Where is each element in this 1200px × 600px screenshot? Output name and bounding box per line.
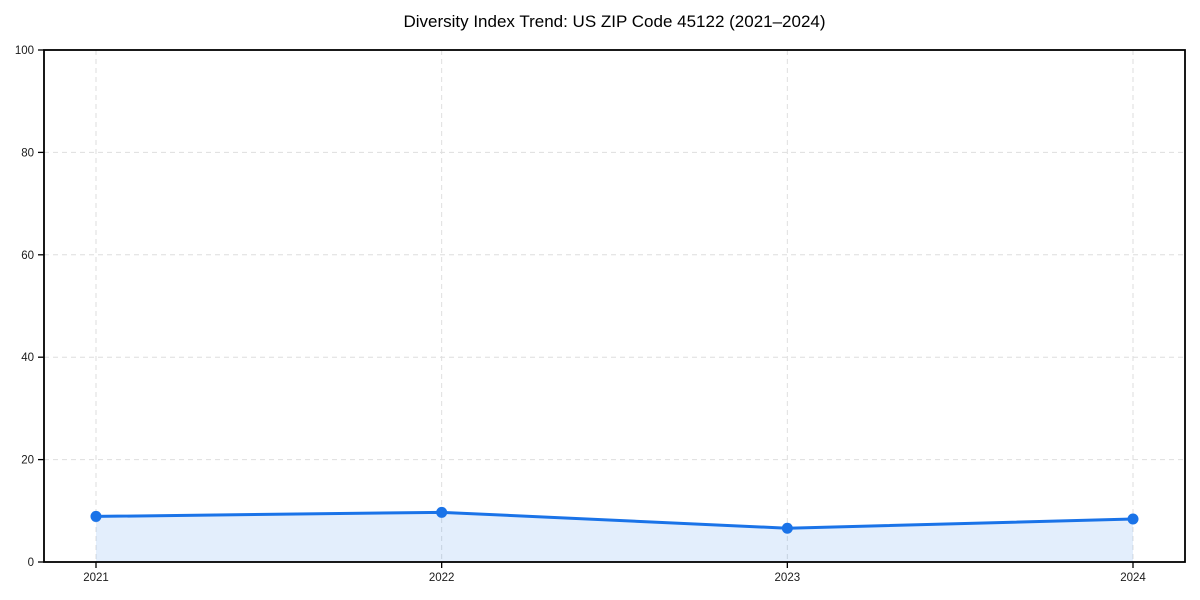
x-tick-label: 2023 [775, 572, 801, 584]
x-tick-label: 2021 [83, 572, 109, 584]
y-tick-label: 20 [21, 455, 34, 467]
y-tick-label: 80 [21, 147, 34, 159]
trend-line [94, 510, 1135, 530]
data-point-marker [1127, 513, 1139, 525]
chart-title: Diversity Index Trend: US ZIP Code 45122… [403, 12, 826, 31]
data-point-marker [436, 506, 448, 518]
y-tick-label: 40 [21, 352, 34, 364]
data-point-marker [781, 522, 793, 534]
y-tick-label: 100 [15, 45, 34, 57]
area-fill [96, 512, 1133, 562]
y-tick-label: 60 [21, 250, 34, 262]
data-point-marker [90, 510, 102, 522]
y-tick-label: 0 [28, 557, 34, 569]
plot-border [43, 49, 1186, 563]
x-tick-label: 2024 [1120, 572, 1146, 584]
x-tick-label: 2022 [429, 572, 455, 584]
